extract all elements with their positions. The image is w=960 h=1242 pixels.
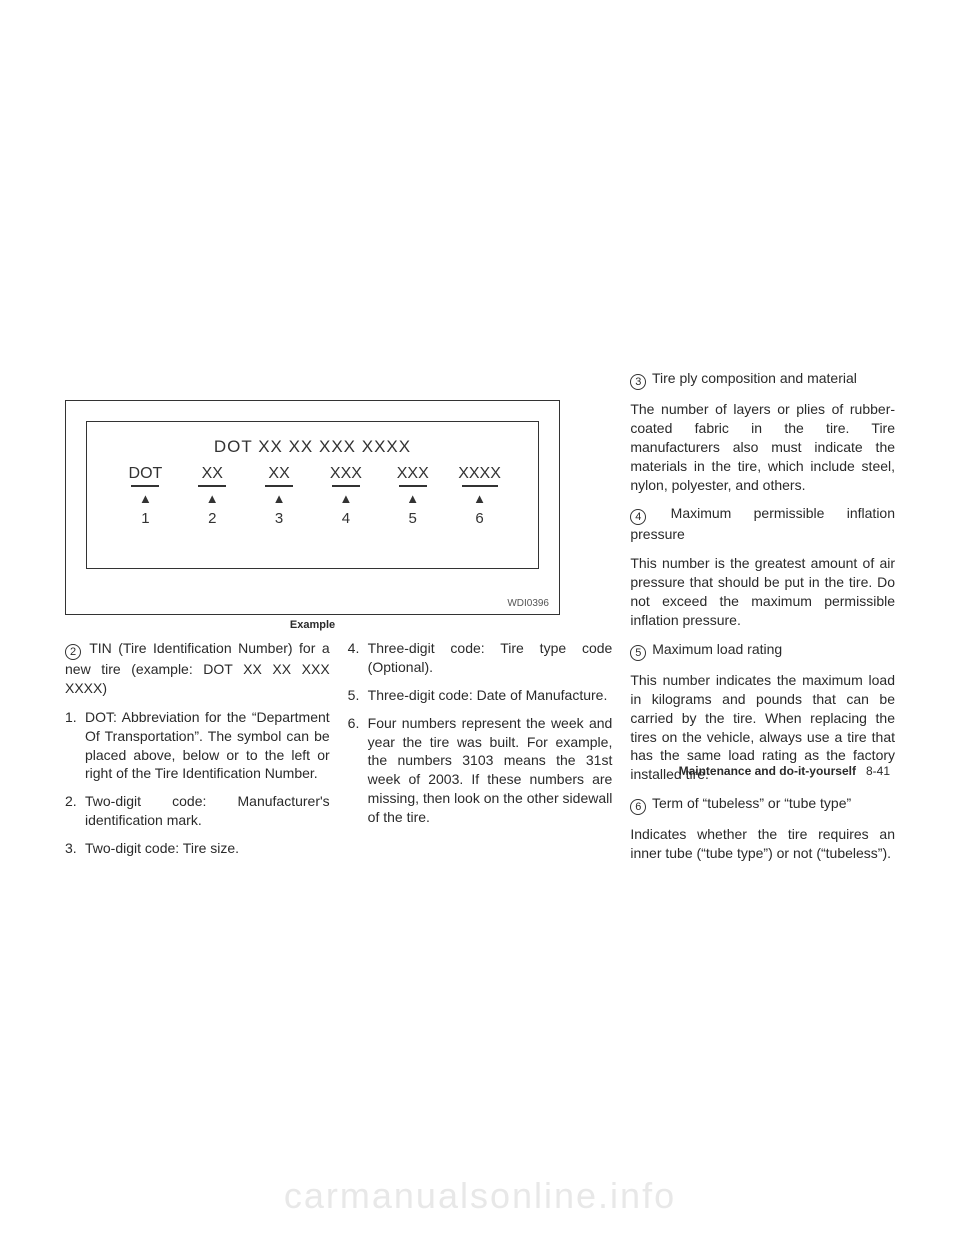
intro-text: TIN (Tire Identification Number) for a n… [65, 640, 330, 696]
underline-icon [265, 485, 293, 487]
underline-icon [399, 485, 427, 487]
diagram-title: DOT XX XX XXX XXXX [107, 437, 518, 457]
item-text: DOT: Abbreviation for the “Department Of… [85, 708, 330, 784]
underline-icon [131, 485, 159, 487]
underline-icon [332, 485, 360, 487]
segment-number: 1 [141, 510, 149, 527]
list-item: 1. DOT: Abbreviation for the “Department… [65, 708, 330, 784]
footer-page: 8-41 [866, 764, 890, 778]
item-number: 4. [348, 639, 368, 677]
segment-number: 5 [409, 510, 417, 527]
section-3-heading: 3 Tire ply composition and material [630, 369, 895, 390]
item-number: 6. [348, 714, 368, 827]
item-text: Three-digit code: Date of Manufacture. [368, 686, 613, 705]
segment-label: DOT [112, 465, 179, 483]
segment-number: 3 [275, 510, 283, 527]
up-arrow-icon: ▲ [312, 491, 379, 506]
segment-2: XX ▲ 2 [179, 465, 246, 528]
segment-label: XXX [379, 465, 446, 483]
list-item: 3. Two-digit code: Tire size. [65, 839, 330, 858]
segment-5: XXX ▲ 5 [379, 465, 446, 528]
section-4-body: This number is the greatest amount of ai… [630, 554, 895, 630]
page-footer: Maintenance and do-it-yourself 8-41 [679, 764, 890, 778]
up-arrow-icon: ▲ [179, 491, 246, 506]
heading-text: Tire ply composition and material [652, 370, 857, 386]
circle-marker-2: 2 [65, 644, 81, 660]
tin-intro: 2 TIN (Tire Identification Number) for a… [65, 639, 330, 698]
up-arrow-icon: ▲ [446, 491, 513, 506]
item-text: Two-digit code: Manufacturer's identific… [85, 792, 330, 830]
underline-icon [462, 485, 498, 487]
segment-label: XX [179, 465, 246, 483]
section-6-body: Indicates whether the tire requires an i… [630, 825, 895, 863]
watermark-text: carmanualsonline.info [284, 1175, 676, 1217]
figure-code: WDI0396 [507, 598, 549, 609]
segment-1: DOT ▲ 1 [112, 465, 179, 528]
circle-marker-4: 4 [630, 509, 646, 525]
circle-marker-3: 3 [630, 374, 646, 390]
heading-text: Maximum permissible inflation pressure [630, 505, 895, 542]
segment-label: XXXX [446, 465, 513, 483]
text-columns: 2 TIN (Tire Identification Number) for a… [65, 639, 895, 873]
section-5-heading: 5 Maximum load rating [630, 640, 895, 661]
diagram-caption: Example [65, 619, 560, 631]
segment-number: 2 [208, 510, 216, 527]
tin-diagram-inner: DOT XX XX XXX XXXX DOT ▲ 1 XX ▲ 2 XX [86, 421, 539, 569]
column-1: 2 TIN (Tire Identification Number) for a… [65, 639, 330, 873]
up-arrow-icon: ▲ [246, 491, 313, 506]
column-2: 4. Three-digit code: Tire type code (Opt… [348, 639, 613, 873]
up-arrow-icon: ▲ [379, 491, 446, 506]
section-3-body: The number of layers or plies of rubber-… [630, 400, 895, 494]
underline-icon [198, 485, 226, 487]
tin-diagram-box: DOT XX XX XXX XXXX DOT ▲ 1 XX ▲ 2 XX [65, 400, 560, 615]
up-arrow-icon: ▲ [112, 491, 179, 506]
column-3: 3 Tire ply composition and material The … [630, 369, 895, 873]
segment-label: XXX [312, 465, 379, 483]
item-number: 2. [65, 792, 85, 830]
heading-text: Term of “tubeless” or “tube type” [652, 795, 851, 811]
list-item: 5. Three-digit code: Date of Manufacture… [348, 686, 613, 705]
segment-number: 6 [475, 510, 483, 527]
segment-3: XX ▲ 3 [246, 465, 313, 528]
item-number: 5. [348, 686, 368, 705]
segment-4: XXX ▲ 4 [312, 465, 379, 528]
item-text: Two-digit code: Tire size. [85, 839, 330, 858]
heading-text: Maximum load rating [652, 641, 782, 657]
footer-section: Maintenance and do-it-yourself [679, 764, 856, 778]
item-number: 3. [65, 839, 85, 858]
item-text: Four numbers represent the week and year… [368, 714, 613, 827]
segment-6: XXXX ▲ 6 [446, 465, 513, 528]
page-content: DOT XX XX XXX XXXX DOT ▲ 1 XX ▲ 2 XX [0, 0, 960, 913]
segment-number: 4 [342, 510, 350, 527]
list-item: 6. Four numbers represent the week and y… [348, 714, 613, 827]
list-item: 2. Two-digit code: Manufacturer's identi… [65, 792, 330, 830]
item-number: 1. [65, 708, 85, 784]
diagram-segments-row: DOT ▲ 1 XX ▲ 2 XX ▲ 3 X [107, 465, 518, 528]
section-4-heading: 4 Maximum permissible inflation pressure [630, 504, 895, 544]
section-6-heading: 6 Term of “tubeless” or “tube type” [630, 794, 895, 815]
circle-marker-6: 6 [630, 799, 646, 815]
segment-label: XX [246, 465, 313, 483]
circle-marker-5: 5 [630, 645, 646, 661]
item-text: Three-digit code: Tire type code (Option… [368, 639, 613, 677]
list-item: 4. Three-digit code: Tire type code (Opt… [348, 639, 613, 677]
